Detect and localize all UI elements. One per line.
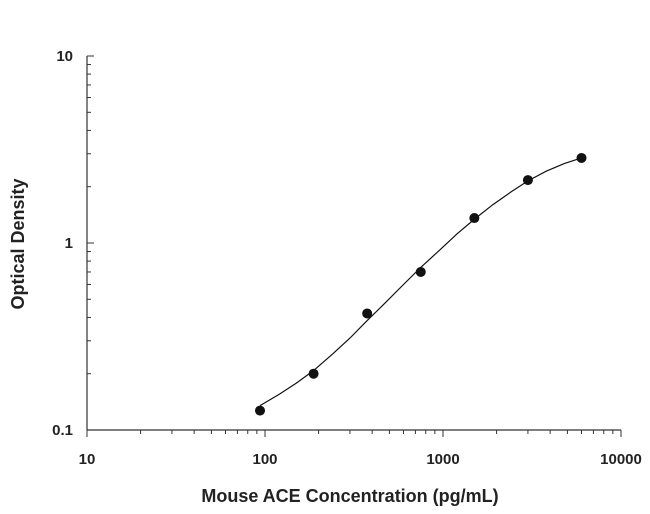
x-tick-label: 10 (79, 451, 96, 468)
data-point (308, 368, 319, 379)
y-axis-ticks (87, 55, 94, 431)
x-tick-label: 10000 (600, 451, 642, 468)
data-point (362, 308, 373, 319)
x-axis-ticks (86, 430, 622, 437)
data-point (469, 213, 480, 224)
data-points (255, 152, 587, 416)
x-axis-tick-labels: 10 100 1000 10000 (79, 451, 642, 468)
y-tick-label: 0.1 (52, 422, 73, 439)
x-axis-title: Mouse ACE Concentration (pg/mL) (201, 486, 498, 506)
data-point (576, 152, 587, 163)
x-tick-label: 1000 (426, 451, 459, 468)
x-tick-label: 100 (252, 451, 277, 468)
data-point (522, 175, 533, 186)
fit-curve (259, 157, 582, 407)
y-tick-label: 10 (56, 48, 73, 65)
y-axis-title: Optical Density (8, 178, 28, 309)
data-point (255, 405, 266, 416)
data-point (415, 266, 426, 277)
plot-area: 0.1 1 10 10 100 1000 10000 (52, 48, 642, 468)
y-axis-tick-labels: 0.1 1 10 (52, 48, 73, 439)
y-tick-label: 1 (65, 235, 73, 252)
